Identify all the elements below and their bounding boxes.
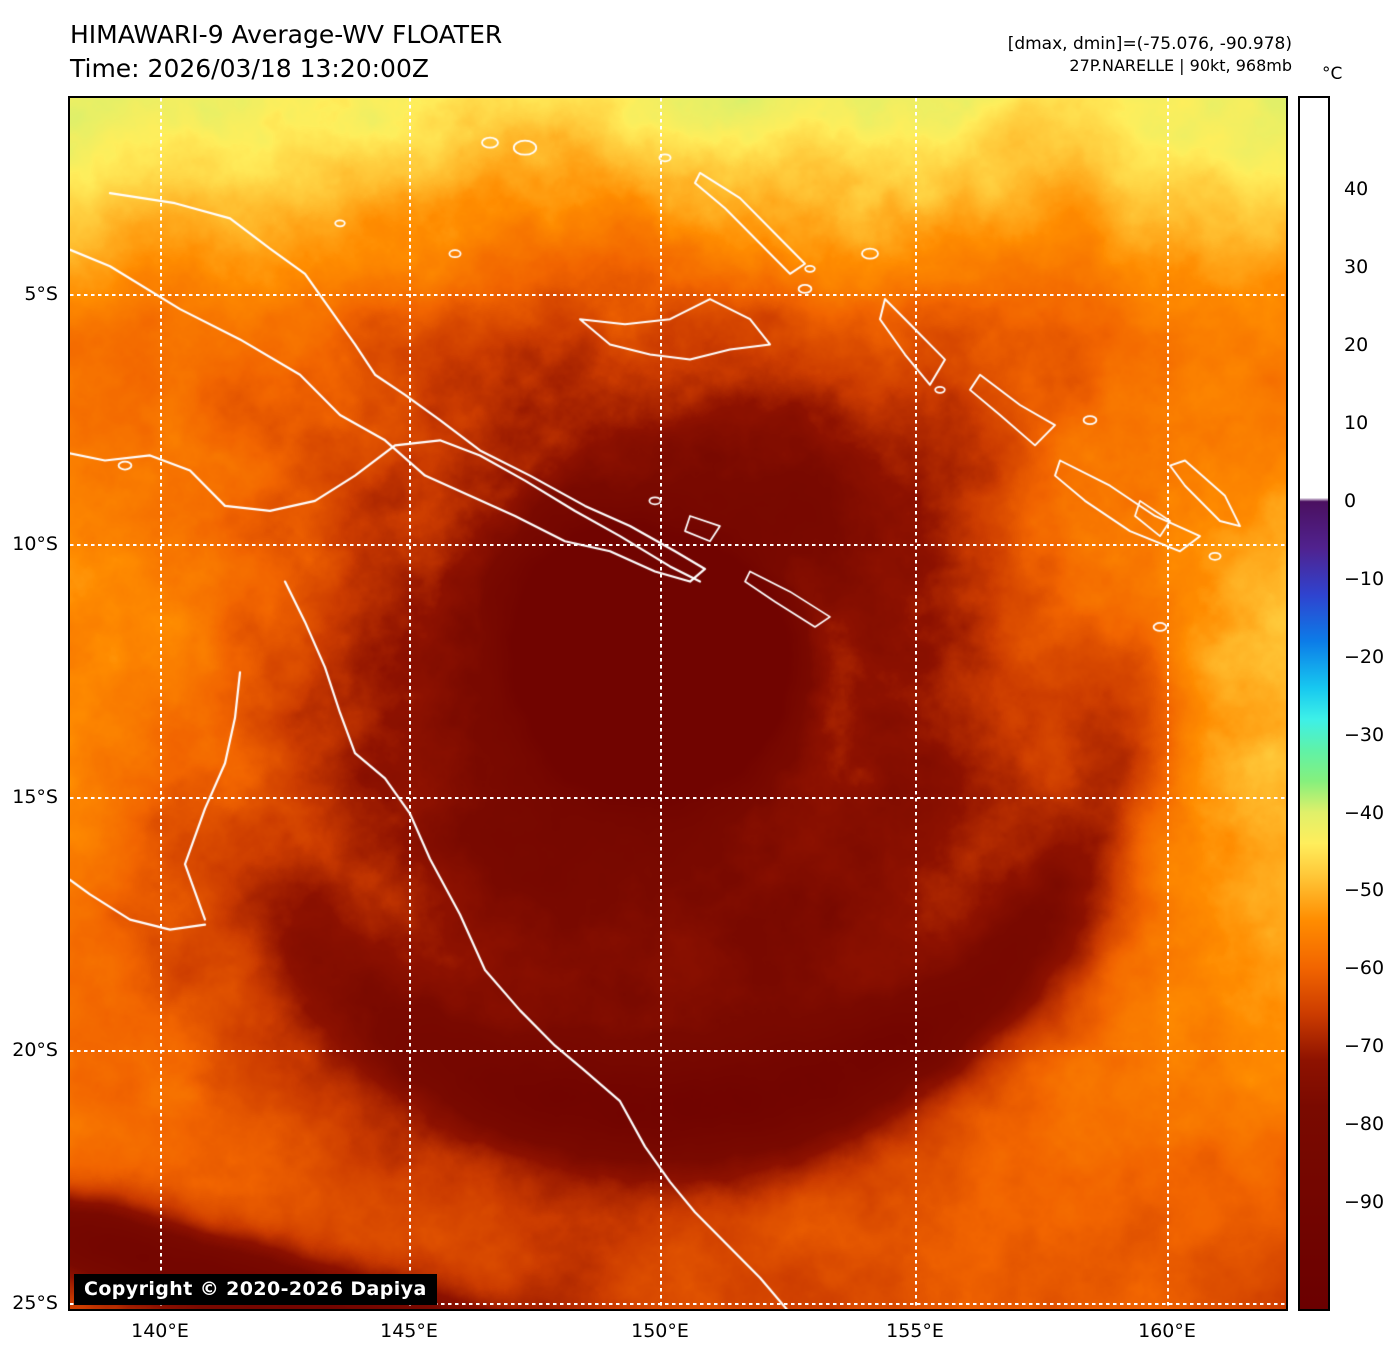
storm-info-label: 27P.NARELLE | 90kt, 968mb [1069,56,1292,75]
metadata-block: [dmax, dmin]=(-75.076, -90.978) 27P.NARE… [1008,33,1292,76]
dmax-dmin-label: [dmax, dmin]=(-75.076, -90.978) [1007,34,1292,54]
title-block: HIMAWARI-9 Average-WV FLOATER Time: 2026… [70,20,770,84]
colorbar-gradient [1300,98,1328,1309]
lat-tick-label: 10°S [12,533,58,555]
satellite-imagery-canvas [70,98,1286,1309]
lat-tick-label: 5°S [24,283,58,305]
satellite-map[interactable]: Copyright © 2020-2026 Dapiya [68,96,1288,1311]
colorbar-tick-label: −90 [1344,1190,1385,1213]
timestamp-label: Time: 2026/03/18 13:20:00Z [70,54,429,83]
colorbar-tick-label: −70 [1344,1035,1385,1058]
lat-tick-label: 15°S [12,786,58,808]
lon-tick-label: 140°E [131,1320,189,1342]
colorbar-tick-label: −40 [1344,801,1385,824]
lon-tick-label: 150°E [631,1320,689,1342]
colorbar-tick-label: −50 [1344,879,1385,902]
colorbar-tick-label: −80 [1344,1113,1385,1136]
lat-tick-label: 20°S [12,1039,58,1061]
page-title: HIMAWARI-9 Average-WV FLOATER [70,20,503,49]
colorbar-tick-label: −30 [1344,723,1385,746]
colorbar-tick-label: 10 [1344,412,1369,435]
copyright-watermark: Copyright © 2020-2026 Dapiya [74,1274,437,1305]
colorbar-track [1298,96,1330,1311]
colorbar-tick-label: −10 [1344,567,1385,590]
lon-tick-label: 160°E [1138,1320,1196,1342]
colorbar[interactable] [1298,96,1330,1311]
lon-tick-label: 145°E [380,1320,438,1342]
lon-tick-label: 155°E [886,1320,944,1342]
colorbar-tick-label: 0 [1344,490,1357,512]
colorbar-tick-label: −20 [1344,645,1385,668]
colorbar-unit-label: °C [1322,64,1343,84]
lat-tick-label: 25°S [12,1292,58,1314]
colorbar-tick-label: 30 [1344,256,1369,279]
colorbar-tick-label: 40 [1344,178,1369,201]
colorbar-tick-label: −60 [1344,957,1385,980]
colorbar-tick-label: 20 [1344,334,1369,357]
